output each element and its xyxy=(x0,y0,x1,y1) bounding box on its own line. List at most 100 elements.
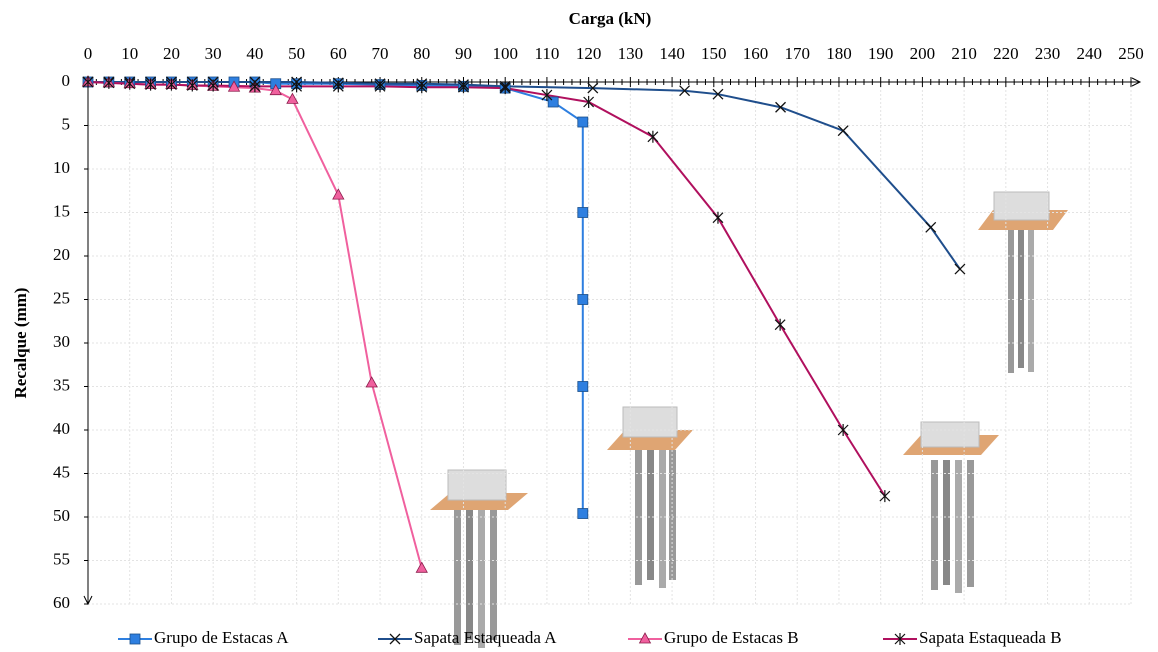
legend-item: Grupo de Estacas B xyxy=(628,628,799,647)
marker xyxy=(638,632,652,644)
legend-item: Grupo de Estacas A xyxy=(118,628,289,647)
x-tick-label: 40 xyxy=(246,44,263,63)
x-tick-label: 210 xyxy=(951,44,977,63)
marker xyxy=(332,80,344,93)
y-tick-label: 10 xyxy=(53,158,70,177)
legend-item: Sapata Estaqueada A xyxy=(378,628,557,647)
legend-item: Sapata Estaqueada B xyxy=(883,628,1062,647)
y-tick-label: 55 xyxy=(53,549,70,568)
marker xyxy=(332,188,345,200)
legend-label: Sapata Estaqueada B xyxy=(919,628,1062,647)
x-tick-label: 0 xyxy=(84,44,93,63)
x-tick-label: 30 xyxy=(205,44,222,63)
marker xyxy=(207,79,219,92)
marker xyxy=(577,381,589,392)
y-tick-label: 15 xyxy=(53,201,70,220)
marker xyxy=(837,424,849,436)
marker xyxy=(541,89,553,102)
series-line xyxy=(88,81,584,514)
marker xyxy=(583,96,595,109)
marker xyxy=(774,318,786,331)
marker xyxy=(587,82,599,94)
marker xyxy=(166,78,177,91)
marker xyxy=(227,80,241,92)
x-tick-label: 60 xyxy=(330,44,347,63)
foundation-icon xyxy=(978,191,1068,373)
marker xyxy=(547,96,559,108)
x-tick-label: 150 xyxy=(701,44,727,63)
marker xyxy=(712,88,724,100)
y-tick-label: 45 xyxy=(53,462,70,481)
marker xyxy=(416,81,428,94)
marker xyxy=(291,80,303,93)
marker xyxy=(647,130,659,143)
legend-label: Grupo de Estacas A xyxy=(154,628,289,647)
x-tick-label: 160 xyxy=(743,44,769,63)
marker xyxy=(103,76,115,89)
y-tick-label: 5 xyxy=(62,114,71,133)
foundation-icon xyxy=(430,469,528,648)
x-tick-label: 140 xyxy=(659,44,685,63)
x-tick-label: 20 xyxy=(163,44,180,63)
y-tick-label: 25 xyxy=(53,288,70,307)
x-tick-label: 170 xyxy=(784,44,810,63)
y-tick-label: 0 xyxy=(62,71,71,90)
x-tick-label: 180 xyxy=(826,44,852,63)
series-line xyxy=(87,81,886,497)
x-tick-label: 90 xyxy=(455,44,472,63)
y-axis-title: Recalque (mm) xyxy=(11,288,30,399)
legend-label: Grupo de Estacas B xyxy=(664,628,799,647)
x-tick-label: 250 xyxy=(1118,44,1144,63)
y-tick-label: 35 xyxy=(53,375,70,394)
x-tick-label: 10 xyxy=(121,44,138,63)
marker xyxy=(129,633,141,645)
y-tick-label: 50 xyxy=(53,506,70,525)
marker xyxy=(679,85,691,97)
marker xyxy=(577,116,589,128)
marker xyxy=(124,77,136,90)
marker xyxy=(894,633,906,645)
marker xyxy=(954,263,966,275)
x-tick-label: 110 xyxy=(534,44,559,63)
marker xyxy=(879,490,891,503)
x-tick-label: 230 xyxy=(1035,44,1061,63)
marker xyxy=(389,633,401,645)
marker xyxy=(286,92,299,104)
x-tick-label: 190 xyxy=(868,44,894,63)
y-tick-label: 30 xyxy=(53,332,70,351)
marker xyxy=(374,80,386,93)
x-tick-label: 70 xyxy=(372,44,389,63)
marker xyxy=(365,376,378,388)
marker xyxy=(577,508,589,519)
marker xyxy=(925,221,937,233)
x-tick-label: 240 xyxy=(1077,44,1103,63)
y-tick-label: 60 xyxy=(53,593,70,612)
x-axis-arrow xyxy=(1131,77,1142,87)
marker xyxy=(249,80,261,93)
x-tick-label: 100 xyxy=(492,44,518,63)
marker xyxy=(499,82,511,95)
x-tick-label: 220 xyxy=(993,44,1019,63)
x-tick-label: 130 xyxy=(618,44,644,63)
x-axis-title: Carga (kN) xyxy=(569,9,652,28)
series-line xyxy=(88,81,961,270)
x-tick-label: 120 xyxy=(576,44,602,63)
x-tick-label: 80 xyxy=(413,44,430,63)
y-tick-label: 40 xyxy=(53,419,70,438)
marker xyxy=(577,207,589,218)
marker xyxy=(837,125,849,137)
marker xyxy=(145,78,157,91)
marker xyxy=(775,101,787,113)
y-tick-label: 20 xyxy=(53,245,70,264)
x-tick-label: 200 xyxy=(910,44,936,63)
marker xyxy=(186,79,198,92)
marker xyxy=(415,561,428,573)
marker xyxy=(269,83,282,96)
foundation-icon xyxy=(903,421,999,593)
marker xyxy=(82,76,94,88)
y-axis-arrow xyxy=(83,595,93,606)
legend-label: Sapata Estaqueada A xyxy=(414,628,557,647)
x-tick-label: 50 xyxy=(288,44,305,63)
marker xyxy=(712,211,724,224)
